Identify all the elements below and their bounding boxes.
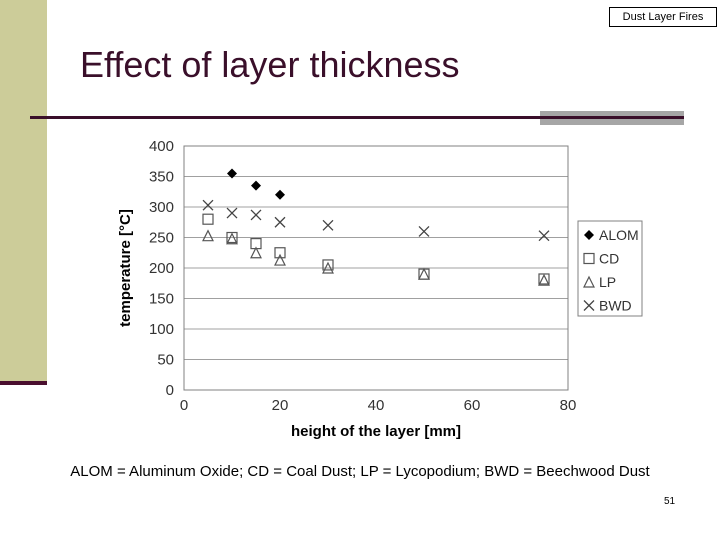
data-point-alom [275, 189, 285, 200]
data-point-bwd [418, 225, 430, 237]
y-axis-label: temperature [°C] [117, 209, 134, 327]
side-decoration-line [0, 381, 47, 385]
x-tick-label: 60 [464, 397, 481, 414]
data-point-lp [418, 267, 430, 280]
y-tick-label: 300 [149, 199, 174, 216]
x-axis-label: height of the layer [mm] [291, 423, 461, 440]
legend-caption: ALOM = Aluminum Oxide; CD = Coal Dust; L… [70, 463, 650, 480]
y-tick-label: 50 [157, 352, 174, 369]
data-point-lp [226, 232, 238, 245]
legend-marker-bwd [583, 300, 595, 311]
data-point-bwd [250, 209, 262, 221]
plot-frame [183, 145, 569, 391]
legend-label-alom: ALOM [599, 227, 639, 243]
data-point-lp [202, 229, 214, 242]
x-tick-label: 80 [560, 397, 577, 414]
data-point-alom [227, 168, 237, 179]
legend-marker-alom [584, 230, 594, 240]
title-rule [30, 116, 682, 119]
page-number: 51 [664, 496, 676, 507]
y-tick-label: 350 [149, 169, 174, 186]
y-tick-label: 100 [149, 321, 174, 338]
data-point-lp [274, 253, 286, 266]
scatter-chart: 0 50 100 150 200 250 300 350 400 0 20 40 60 80 height… [100, 128, 655, 450]
y-tick-label: 250 [149, 230, 174, 247]
data-point-lp [322, 261, 334, 274]
chart-background [100, 128, 655, 450]
y-tick-label: 200 [149, 260, 174, 277]
x-tick-label: 20 [272, 397, 289, 414]
data-point-alom [251, 180, 261, 191]
legend-label-cd: CD [599, 251, 619, 267]
x-tick-label: 40 [368, 397, 385, 414]
chart-legend: ALOM CD LP BWD [577, 220, 643, 317]
data-point-cd [274, 247, 286, 259]
y-tick-label: 150 [149, 291, 174, 308]
chart-area: 0 50 100 150 200 250 300 350 400 0 20 40 60 80 height… [100, 128, 655, 450]
header-tag: Dust Layer Fires [609, 7, 717, 27]
slide-title: Effect of layer thickness [80, 44, 460, 85]
data-point-bwd [274, 216, 286, 228]
data-point-lp [538, 273, 550, 286]
data-point-bwd [538, 230, 550, 242]
y-tick-label: 0 [166, 382, 174, 399]
y-tick-label: 400 [149, 138, 174, 155]
data-point-cd [202, 213, 214, 225]
data-point-cd [322, 259, 334, 271]
data-point-bwd [226, 207, 238, 219]
data-point-lp [250, 246, 262, 259]
data-point-bwd [202, 199, 214, 211]
legend-marker-cd [583, 252, 595, 265]
legend-marker-lp [583, 275, 595, 288]
side-decoration-bar [0, 0, 47, 383]
title-rule-accent-line [540, 116, 684, 119]
data-point-bwd [322, 219, 334, 231]
x-tick-label: 0 [180, 397, 188, 414]
legend-label-bwd: BWD [599, 298, 632, 314]
legend-label-lp: LP [599, 274, 616, 290]
